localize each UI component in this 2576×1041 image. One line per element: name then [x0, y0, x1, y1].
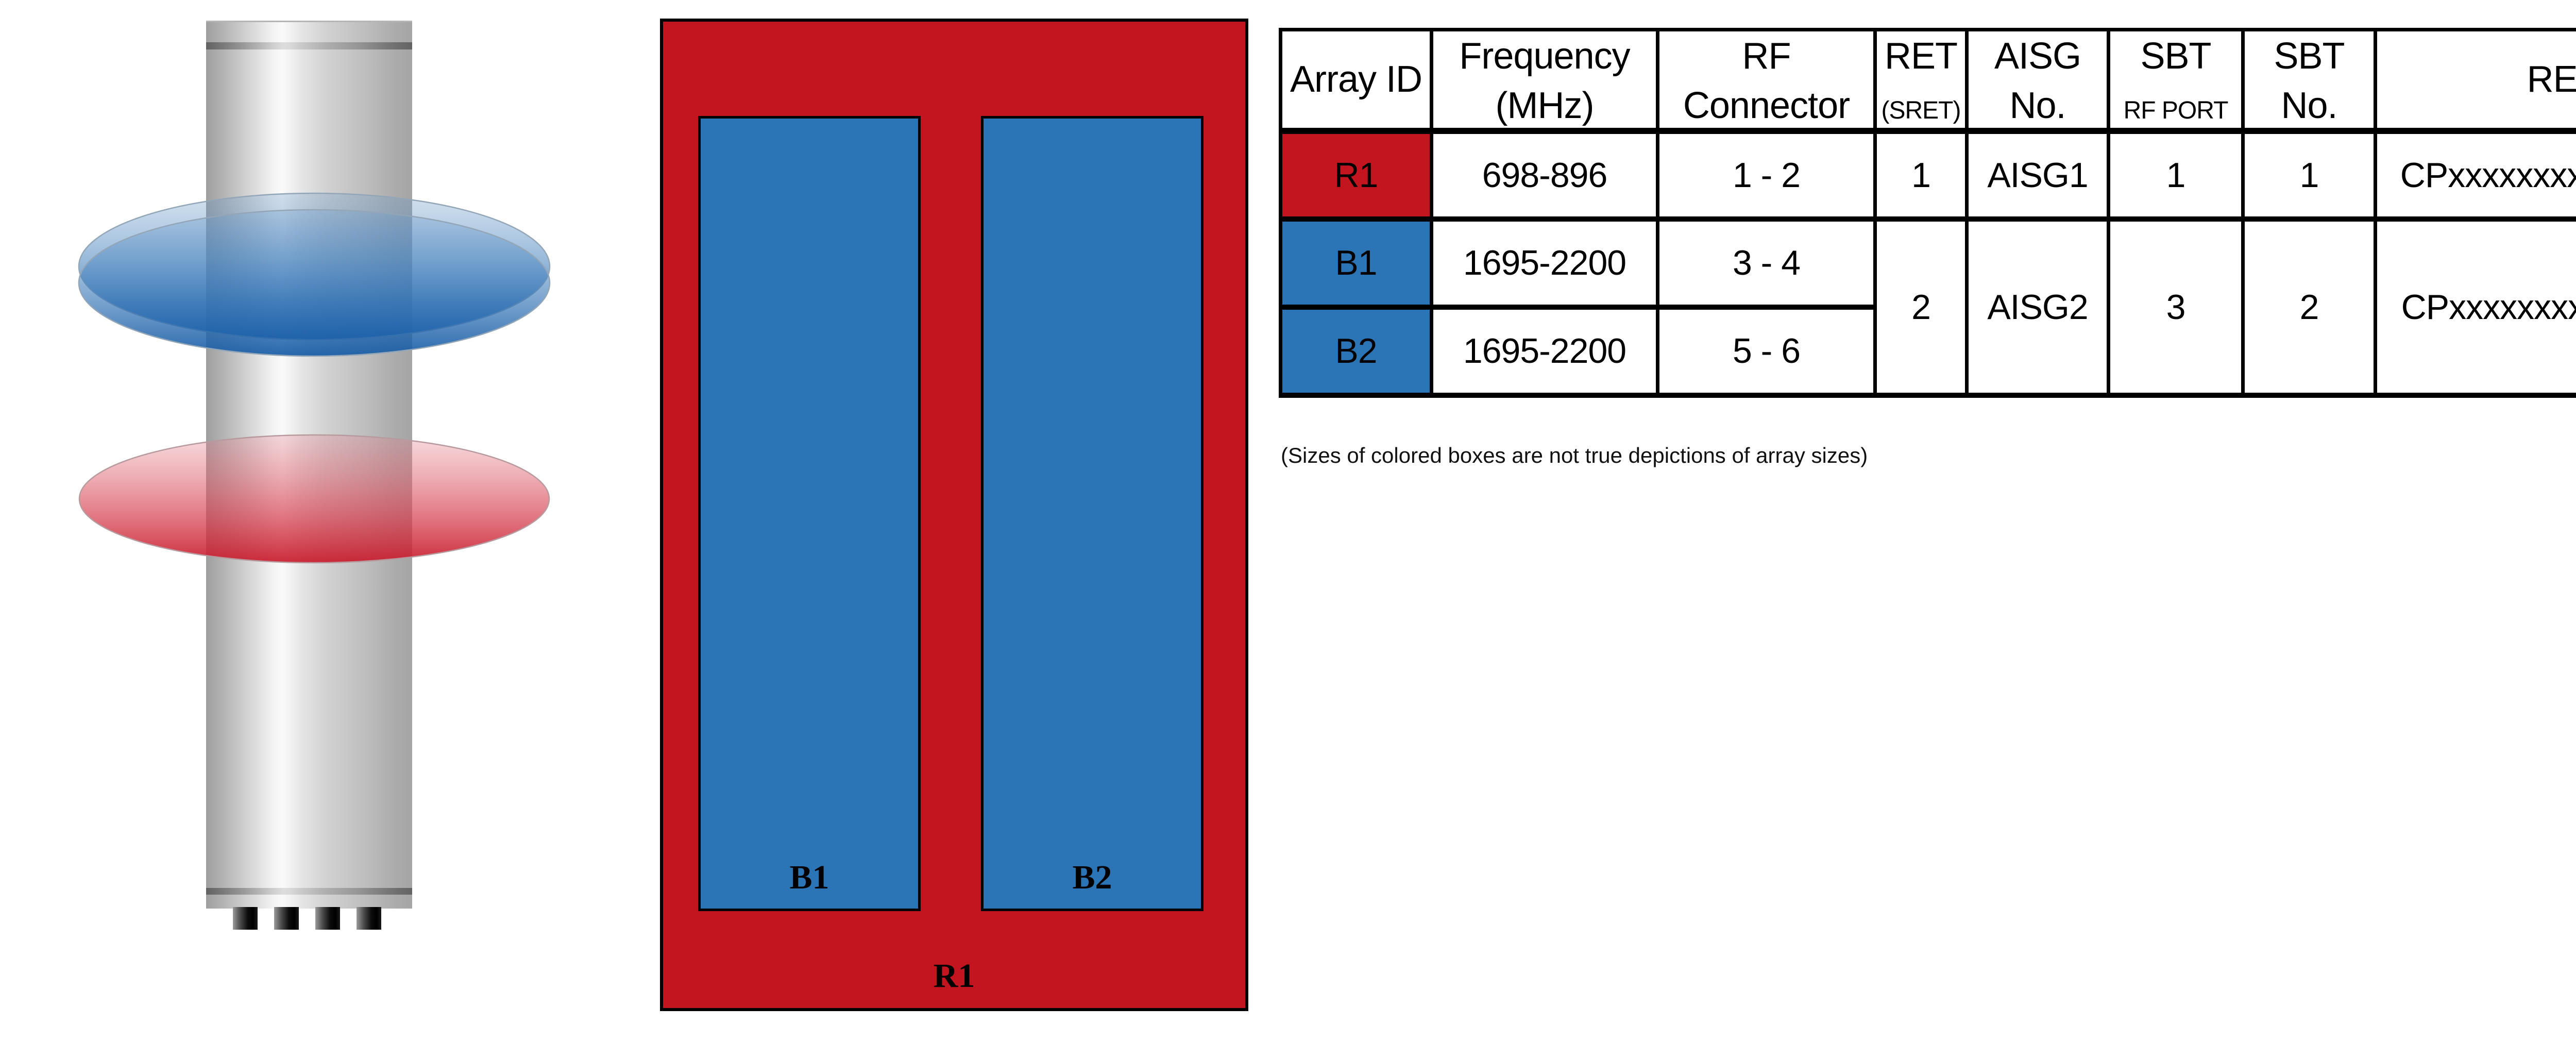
aisg-no-cell-r1: AISG1 [1965, 128, 2110, 222]
col-header-ret-uid: RET UID [2374, 28, 2576, 134]
rf-connector-cell-r1: 1 - 2 [1656, 128, 1877, 222]
antenna-bottom-band [206, 888, 412, 895]
antenna-connector-foot [315, 907, 340, 930]
array-box-b2: B2 [981, 116, 1204, 911]
array-box-b1: B1 [698, 116, 921, 911]
col-header-sbt-no: SBT No. [2241, 28, 2377, 134]
table-row-b1: B1 1695-2200 3 - 4 2 AISG2 3 2 CPxxxxxxx… [1279, 216, 2576, 398]
col-header-aisg-no: AISG No. [1965, 28, 2110, 134]
table-row-r1: R1 698-896 1 - 2 1 AISG1 1 1 CPxxxxxxxxx… [1279, 128, 2576, 222]
antenna-connector-foot [274, 907, 299, 930]
sbt-rf-port-cell-r1: 1 [2107, 128, 2245, 222]
frequency-cell-b1: 1695-2200 [1430, 216, 1659, 310]
col-header-array-id-label: Array ID [1290, 59, 1422, 100]
col-header-rf-line2: Connector [1683, 85, 1850, 127]
aisg-no-cell-b-merged: AISG2 [1965, 216, 2110, 398]
table-header-row: Array ID Frequency (MHz) RF Connector [1279, 28, 2576, 134]
antenna-connector-foot [233, 907, 258, 930]
port-configuration-table: Array ID Frequency (MHz) RF Connector [1279, 28, 2576, 398]
col-header-sbt-no-line2: No. [2281, 85, 2337, 127]
col-header-aisg-line1: AISG [1994, 36, 2081, 77]
col-header-ret-sret: RET (SRET) [1873, 28, 1969, 134]
rf-connector-cell-b2: 5 - 6 [1656, 304, 1877, 398]
col-header-aisg-line2: No. [2009, 85, 2066, 127]
col-header-ret-line2: (SRET) [1881, 97, 1961, 125]
frequency-cell-r1: 698-896 [1430, 128, 1659, 222]
antenna-top-band [206, 42, 412, 49]
table-row-b2: B2 1695-2200 5 - 6 [1279, 304, 2576, 398]
ret-cell-b-merged: 2 [1873, 216, 1969, 398]
col-header-frequency: Frequency (MHz) [1430, 28, 1659, 134]
col-header-sbt-no-line1: SBT [2274, 36, 2345, 77]
ret-cell-r1: 1 [1873, 128, 1969, 222]
col-header-ret-line1: RET [1885, 36, 1958, 77]
col-header-sbt-port-line2: RF PORT [2123, 97, 2229, 125]
col-header-sbt-port-line1: SBT [2140, 36, 2211, 77]
frequency-cell-b2: 1695-2200 [1430, 304, 1659, 398]
antenna-connector-foot [357, 907, 381, 930]
array-box-r1: B1 B2 R1 [660, 19, 1248, 1011]
array-id-cell-b1: B1 [1279, 216, 1433, 310]
array-box-b1-label: B1 [789, 859, 829, 896]
ret-uid-cell-b-merged: CPxxxxxxxxxxxxxxxxxxB1 [2374, 216, 2576, 398]
antenna-cylinder [206, 21, 412, 909]
array-box-b2-label: B2 [1072, 859, 1112, 896]
col-header-ret-uid-label: RET UID [2527, 59, 2576, 100]
antenna-illustration [0, 0, 592, 1041]
rf-connector-cell-b1: 3 - 4 [1656, 216, 1877, 310]
array-id-cell-b2: B2 [1279, 304, 1433, 398]
col-header-array-id: Array ID [1279, 28, 1433, 134]
col-header-frequency-line2: (MHz) [1495, 85, 1595, 127]
col-header-frequency-line1: Frequency [1459, 36, 1630, 77]
size-disclaimer-note: (Sizes of colored boxes are not true dep… [1281, 443, 1868, 467]
array-id-cell-r1: R1 [1279, 128, 1433, 222]
array-box-r1-label: R1 [933, 957, 975, 995]
sbt-no-cell-b-merged: 2 [2241, 216, 2377, 398]
col-header-rf-connector: RF Connector [1656, 28, 1877, 134]
col-header-rf-line1: RF [1742, 36, 1791, 77]
ret-uid-cell-r1: CPxxxxxxxxxxxxxxxxxxR1 [2374, 128, 2576, 222]
sbt-no-cell-r1: 1 [2241, 128, 2377, 222]
sbt-rf-port-cell-b-merged: 3 [2107, 216, 2245, 398]
col-header-sbt-rf-port: SBT RF PORT [2107, 28, 2245, 134]
